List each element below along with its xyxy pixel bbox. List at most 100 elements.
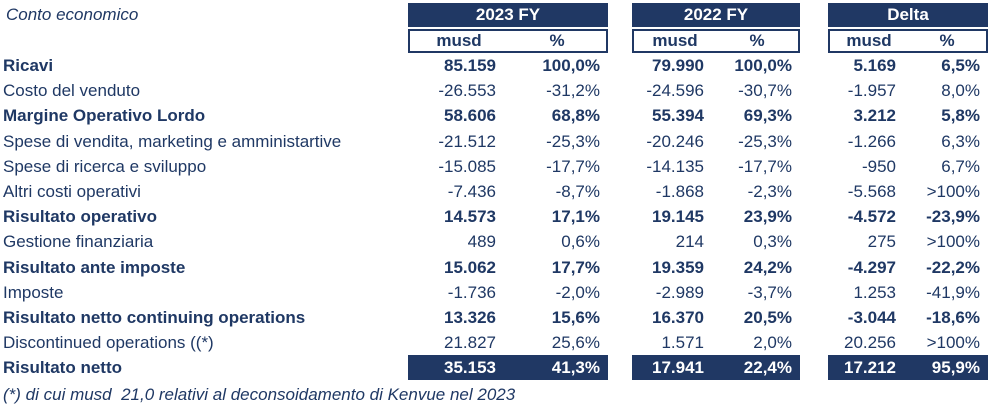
- cell-2023-musd: 85.159: [444, 56, 496, 75]
- subheader-2023: musd %: [408, 29, 608, 53]
- cell-2023-pct: 100,0%: [542, 56, 600, 75]
- cell-delta-musd: -1.957: [847, 81, 896, 101]
- subheader-2022: musd %: [632, 29, 800, 53]
- cell-delta-pct: 6,3%: [941, 131, 980, 151]
- cell-2023-musd: 15.062: [444, 257, 496, 277]
- cell-2023-musd: 21.827: [444, 333, 496, 353]
- column-gap: [800, 129, 828, 154]
- cell-delta-pct: >100%: [926, 232, 980, 252]
- column-gap: [800, 229, 828, 254]
- cell-2022-pct: 2,0%: [753, 333, 792, 353]
- cell-2022-musd: 17.941: [632, 355, 716, 381]
- row-label: Risultato netto: [3, 358, 122, 378]
- cell-2023-musd: 489: [467, 232, 496, 252]
- cell-delta-musd: -1.266: [847, 131, 896, 151]
- cell-2022-pct: 20,5%: [743, 307, 792, 327]
- column-gap: [800, 103, 828, 128]
- column-gap: [608, 129, 632, 154]
- cell-2022-musd: -24.596: [646, 81, 704, 101]
- cell-2022-pct: -2,3%: [747, 181, 792, 201]
- cell-2023-musd: 35.153: [408, 355, 508, 381]
- column-gap: [800, 330, 828, 355]
- cell-delta-pct: -41,9%: [926, 282, 980, 302]
- column-gap: [608, 53, 632, 78]
- subheader-2022-musd: musd: [652, 31, 698, 50]
- row-label: Risultato netto continuing operations: [3, 307, 306, 327]
- column-gap: [608, 305, 632, 330]
- column-gap: [800, 255, 828, 280]
- column-gap: [608, 204, 632, 229]
- subheader-delta-pct: %: [939, 31, 955, 50]
- cell-2022-pct: 23,9%: [743, 207, 792, 227]
- column-group-delta: Delta: [828, 3, 988, 27]
- cell-delta-pct: 8,0%: [941, 81, 980, 101]
- cell-delta-pct: >100%: [926, 181, 980, 201]
- cell-delta-musd: 3.212: [853, 106, 896, 126]
- cell-2023-pct: -2,0%: [555, 282, 600, 302]
- cell-2023-musd: 13.326: [444, 307, 496, 327]
- cell-delta-pct: -22,2%: [926, 257, 980, 277]
- cell-2022-pct: 22,4%: [716, 355, 800, 381]
- cell-2022-pct: 100,0%: [734, 56, 792, 75]
- table-header: Conto economico 2023 FY 2022 FY Delta mu…: [0, 3, 990, 53]
- column-group-2022: 2022 FY: [632, 3, 800, 27]
- column-gap: [608, 330, 632, 355]
- cell-2023-musd: -7.436: [447, 181, 496, 201]
- cell-delta-musd: -4.572: [847, 207, 896, 227]
- row-label: Gestione finanziaria: [3, 232, 154, 252]
- row-label: Altri costi operativi: [3, 181, 141, 201]
- column-gap: [800, 280, 828, 305]
- column-gap: [800, 355, 828, 380]
- cell-delta-musd: -5.568: [847, 181, 896, 201]
- cell-2023-pct: -8,7%: [555, 181, 600, 201]
- cell-2023-musd: 58.606: [444, 106, 496, 126]
- cell-delta-musd: -4.297: [847, 257, 896, 277]
- cell-delta-musd: -950: [861, 156, 896, 176]
- column-gap: [800, 154, 828, 179]
- cell-delta-musd: -3.044: [847, 307, 896, 327]
- cell-2022-musd: 1.571: [661, 333, 704, 353]
- row-label: Margine Operativo Lordo: [3, 106, 206, 126]
- row-label: Spese di ricerca e sviluppo: [3, 156, 207, 176]
- cell-2022-pct: -25,3%: [738, 131, 792, 151]
- cell-2023-pct: -25,3%: [546, 131, 600, 151]
- cell-2022-musd: -20.246: [646, 131, 704, 151]
- cell-2023-musd: -15.085: [438, 156, 496, 176]
- cell-2023-musd: -1.736: [447, 282, 496, 302]
- column-gap: [608, 78, 632, 103]
- column-gap: [608, 255, 632, 280]
- cell-delta-pct: -18,6%: [926, 307, 980, 327]
- cell-2023-pct: 17,7%: [551, 257, 600, 277]
- subheader-2022-pct: %: [749, 31, 765, 50]
- column-gap: [800, 78, 828, 103]
- row-label: Risultato ante imposte: [3, 257, 186, 277]
- cell-2023-pct: 17,1%: [551, 207, 600, 227]
- subheader-delta-musd: musd: [846, 31, 892, 50]
- column-gap: [608, 103, 632, 128]
- cell-2022-musd: -2.989: [655, 282, 704, 302]
- column-gap: [608, 280, 632, 305]
- cell-delta-pct: >100%: [926, 333, 980, 353]
- row-label: Costo del venduto: [3, 81, 141, 101]
- cell-2022-pct: -30,7%: [738, 81, 792, 101]
- cell-2022-pct: -17,7%: [738, 156, 792, 176]
- row-label: Risultato operativo: [3, 207, 157, 227]
- cell-delta-pct: 95,9%: [908, 355, 988, 381]
- cell-2022-pct: 24,2%: [743, 257, 792, 277]
- subheader-2023-musd: musd: [436, 31, 482, 50]
- cell-2023-musd: 14.573: [444, 207, 496, 227]
- cell-delta-musd: 17.212: [828, 355, 908, 381]
- cell-delta-musd: 5.169: [853, 56, 896, 75]
- cell-delta-pct: 5,8%: [941, 106, 980, 126]
- cell-2023-musd: -21.512: [438, 131, 496, 151]
- column-gap: [800, 53, 828, 78]
- cell-2022-musd: 19.359: [652, 257, 704, 277]
- cell-2022-musd: -1.868: [655, 181, 704, 201]
- row-label: Ricavi: [3, 56, 54, 75]
- column-gap: [800, 179, 828, 204]
- cell-2023-pct: 0,6%: [561, 232, 600, 252]
- column-gap: [608, 179, 632, 204]
- cell-2023-pct: -17,7%: [546, 156, 600, 176]
- cell-delta-pct: 6,7%: [941, 156, 980, 176]
